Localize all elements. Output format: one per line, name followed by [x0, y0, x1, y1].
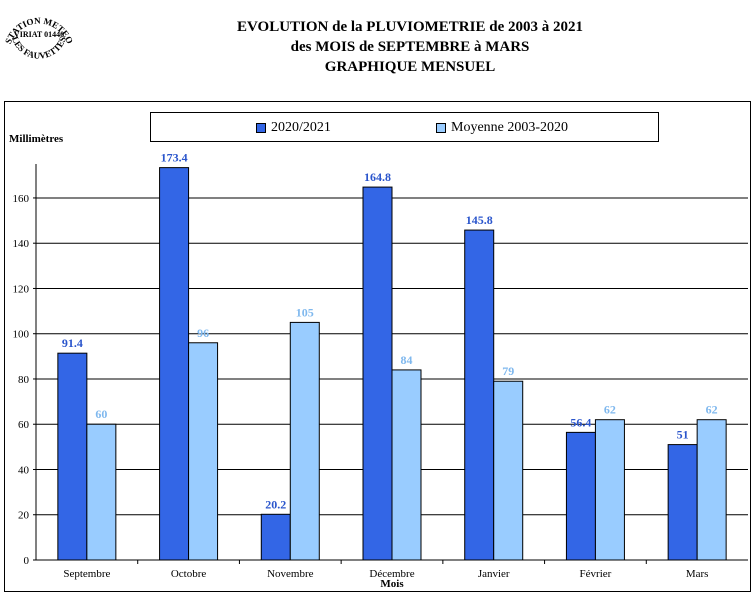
x-tick-label: Mars	[686, 568, 709, 580]
bar-moyenne	[493, 380, 524, 561]
y-tick-label: 40	[18, 464, 30, 476]
data-label: 79	[502, 364, 514, 378]
bar-2020-2021	[565, 431, 596, 561]
legend-label-series-1: 2020/2021	[271, 120, 331, 135]
y-tick-label: 100	[13, 329, 30, 341]
bar-2020-2021	[464, 229, 495, 561]
data-label: 62	[604, 403, 616, 417]
bar-moyenne	[86, 423, 117, 561]
legend-swatch-series-2	[436, 123, 446, 133]
bar-2020-2021	[362, 186, 393, 561]
data-label: 173.4	[161, 151, 188, 165]
y-axis-label: Millimètres	[9, 133, 64, 145]
legend-label-series-2: Moyenne 2003-2020	[451, 120, 569, 135]
bar-moyenne	[696, 419, 727, 561]
title-line-1: EVOLUTION de la PLUVIOMETRIE de 2003 à 2…	[237, 19, 583, 35]
title-line-3: GRAPHIQUE MENSUEL	[324, 59, 496, 75]
bar-moyenne	[391, 369, 422, 561]
x-tick-label: Octobre	[171, 568, 207, 580]
legend-swatch-series-1	[256, 123, 266, 133]
data-label: 96	[197, 326, 209, 340]
bar-moyenne	[594, 419, 625, 561]
data-label: 105	[296, 305, 314, 319]
x-tick-label: Décembre	[369, 568, 414, 580]
data-label: 91.4	[62, 336, 83, 350]
data-label: 62	[706, 403, 718, 417]
chart-legend: 2020/2021 Moyenne 2003-2020	[150, 112, 659, 142]
bar-2020-2021	[57, 352, 88, 561]
y-tick-label: 0	[24, 555, 30, 567]
data-label: 56.4	[570, 415, 591, 429]
legend-item-series-1: 2020/2021	[256, 120, 331, 136]
x-tick-label: Septembre	[63, 568, 110, 580]
y-tick-label: 80	[18, 374, 30, 386]
x-axis-label: Mois	[380, 578, 404, 590]
y-tick-label: 60	[18, 419, 30, 431]
bar-2020-2021	[159, 167, 190, 561]
bar-2020-2021	[260, 513, 291, 561]
data-label: 164.8	[364, 170, 391, 184]
y-tick-label: 20	[18, 510, 30, 522]
logo-middle-text: VIRIAT 01440	[14, 30, 64, 39]
y-tick-label: 120	[13, 283, 30, 295]
bar-moyenne	[289, 321, 320, 561]
data-label: 145.8	[466, 213, 493, 227]
y-tick-label: 160	[13, 193, 30, 205]
x-tick-label: Novembre	[267, 568, 314, 580]
data-label: 20.2	[265, 497, 286, 511]
chart-frame	[4, 101, 751, 592]
legend-item-series-2: Moyenne 2003-2020	[436, 120, 568, 136]
x-tick-label: Février	[580, 568, 612, 580]
title-line-2: des MOIS de SEPTEMBRE à MARS	[290, 39, 530, 55]
bar-2020-2021	[667, 444, 698, 561]
x-tick-label: Janvier	[478, 568, 510, 580]
data-label: 84	[401, 353, 413, 367]
data-label: 51	[677, 428, 689, 442]
data-label: 60	[95, 407, 107, 421]
station-logo: STATION METEO VIRIAT 01440 LES FAUVETTES	[4, 16, 74, 61]
bar-moyenne	[188, 342, 219, 561]
y-tick-label: 140	[13, 238, 30, 250]
chart-titles: EVOLUTION de la PLUVIOMETRIE de 2003 à 2…	[150, 17, 670, 77]
